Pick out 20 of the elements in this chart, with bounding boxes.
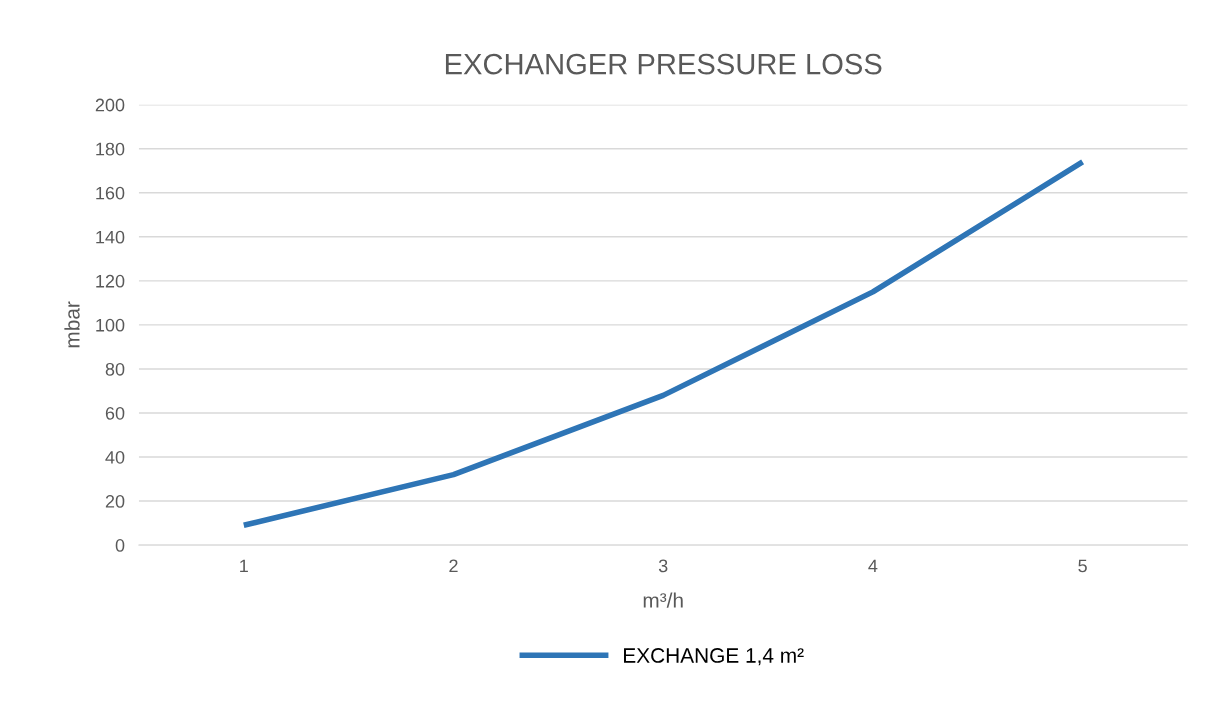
x-tick-label: 4 bbox=[868, 559, 878, 573]
y-tick-label: 20 bbox=[105, 495, 125, 508]
y-tick-label: 40 bbox=[105, 450, 125, 464]
x-tick-label: 3 bbox=[658, 559, 668, 573]
y-tick-label: 0 bbox=[115, 539, 125, 552]
y-tick-label: 160 bbox=[96, 186, 125, 200]
x-tick-label: 2 bbox=[449, 559, 458, 573]
y-tick-label: 80 bbox=[105, 362, 125, 376]
legend-label: EXCHANGE 1,4 m² bbox=[624, 648, 804, 666]
y-tick-label: 60 bbox=[105, 406, 125, 420]
y-axis-title: mbar bbox=[64, 301, 80, 348]
x-axis-title: m³/h bbox=[643, 592, 683, 608]
x-tick-label: 1 bbox=[240, 559, 248, 573]
y-tick-label: 100 bbox=[96, 318, 125, 332]
y-tick-label: 180 bbox=[96, 142, 125, 156]
y-tick-label: 120 bbox=[96, 274, 125, 288]
y-tick-label: 200 bbox=[95, 98, 125, 112]
chart-title: EXCHANGER PRESSURE LOSS bbox=[445, 53, 882, 75]
y-tick-label: 140 bbox=[96, 230, 125, 244]
x-tick-label: 5 bbox=[1078, 559, 1087, 573]
